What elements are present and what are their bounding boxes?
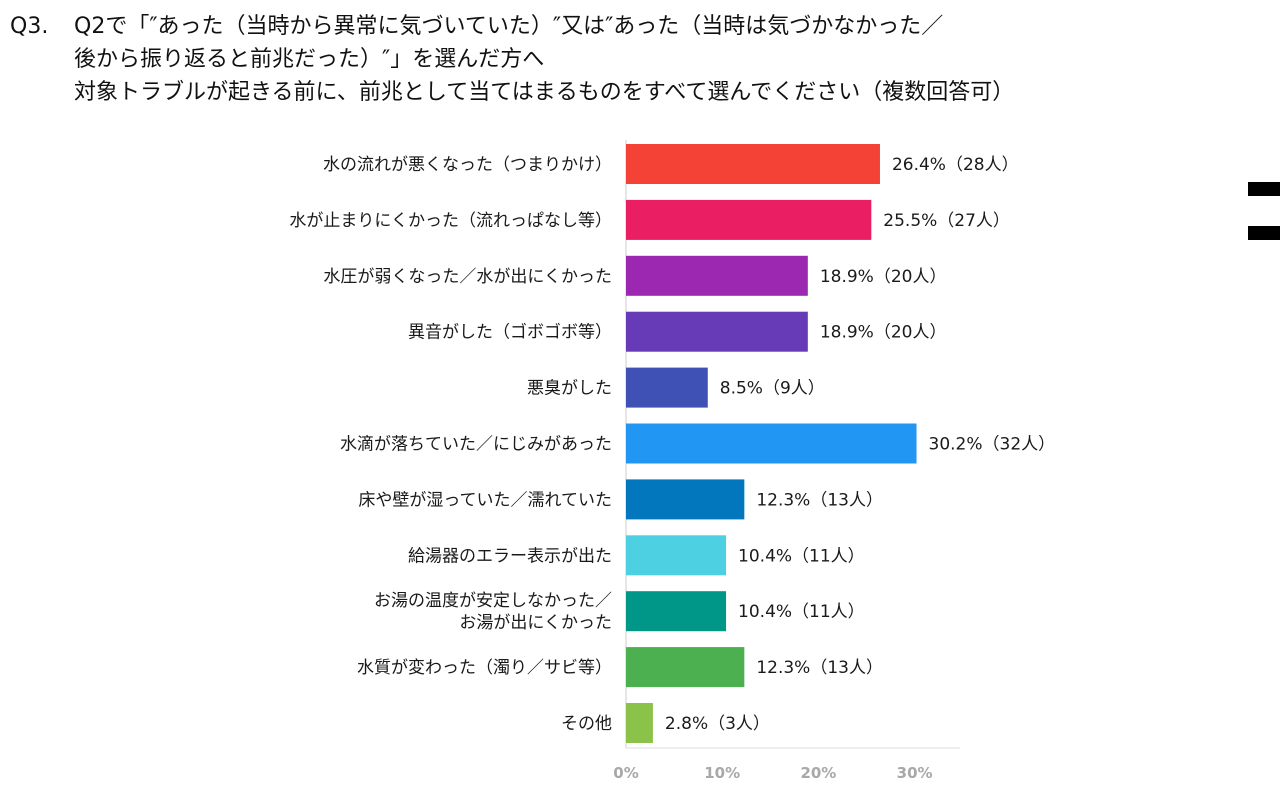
x-tick-label-4: 30% (897, 764, 933, 782)
category-label-10: 水質が変わった（濁り／サビ等） (357, 658, 612, 678)
bar-11 (626, 703, 653, 743)
question-line-3: 対象トラブルが起きる前に、前兆として当てはまるものをすべて選んでください（複数回… (74, 80, 1015, 105)
category-label-9-line-2: お湯が出にくかった (459, 613, 612, 633)
bar-7 (626, 479, 745, 520)
value-label-4: 18.9%（20人） (820, 323, 947, 343)
question-text: Q3. Q2で「″あった（当時から異常に気づいていた）″又は″あった（当時は気づ… (10, 10, 1272, 109)
bar-5 (626, 367, 708, 408)
x-tick-label-3: 20% (800, 764, 836, 782)
bar-2 (626, 199, 872, 240)
value-label-1: 26.4%（28人） (892, 155, 1019, 175)
bar-8 (626, 535, 727, 576)
value-label-3: 18.9%（20人） (820, 267, 947, 287)
category-label-11: その他 (561, 714, 612, 734)
value-label-10: 12.3%（13人） (756, 658, 883, 678)
x-tick-label-1: 0% (613, 764, 638, 782)
category-label-8: 給湯器のエラー表示が出た (408, 546, 612, 566)
category-label-2: 水が止まりにくかった（流れっぱなし等） (289, 211, 612, 231)
question-line-2: 後から振り返ると前兆だった）″」を選んだ方へ (74, 47, 545, 72)
bar-10 (626, 647, 745, 688)
value-label-6: 30.2%（32人） (929, 435, 1056, 455)
question-number: Q3. (10, 14, 49, 39)
category-label-4: 異音がした（ゴボゴボ等） (408, 322, 612, 343)
bar-4 (626, 311, 808, 352)
question-line-1: Q2で「″あった（当時から異常に気づいていた）″又は″あった（当時は気づかなかっ… (74, 14, 944, 39)
side-marker-top (1248, 182, 1280, 196)
category-label-5: 悪臭がした (527, 379, 612, 399)
bar-3 (626, 255, 808, 296)
value-label-5: 8.5%（9人） (720, 379, 825, 399)
bar-9 (626, 591, 727, 632)
value-label-7: 12.3%（13人） (756, 490, 883, 510)
category-label-7: 床や壁が湿っていた／濡れていた (358, 490, 612, 510)
side-marker-bottom (1248, 226, 1280, 240)
category-label-6: 水滴が落ちていた／にじみがあった (340, 435, 612, 455)
category-label-9-line-1: お湯の温度が安定しなかった／ (374, 591, 612, 611)
value-label-2: 25.5%（27人） (883, 211, 1010, 231)
bar-6 (626, 423, 917, 464)
bar-1 (626, 144, 880, 184)
value-label-11: 2.8%（3人） (665, 714, 770, 734)
x-tick-label-2: 10% (704, 764, 740, 782)
category-label-3: 水圧が弱くなった／水が出にくかった (323, 267, 612, 287)
category-label-1: 水の流れが悪くなった（つまりかけ） (323, 155, 612, 175)
value-label-8: 10.4%（11人） (738, 546, 865, 566)
value-label-9: 10.4%（11人） (738, 602, 865, 622)
